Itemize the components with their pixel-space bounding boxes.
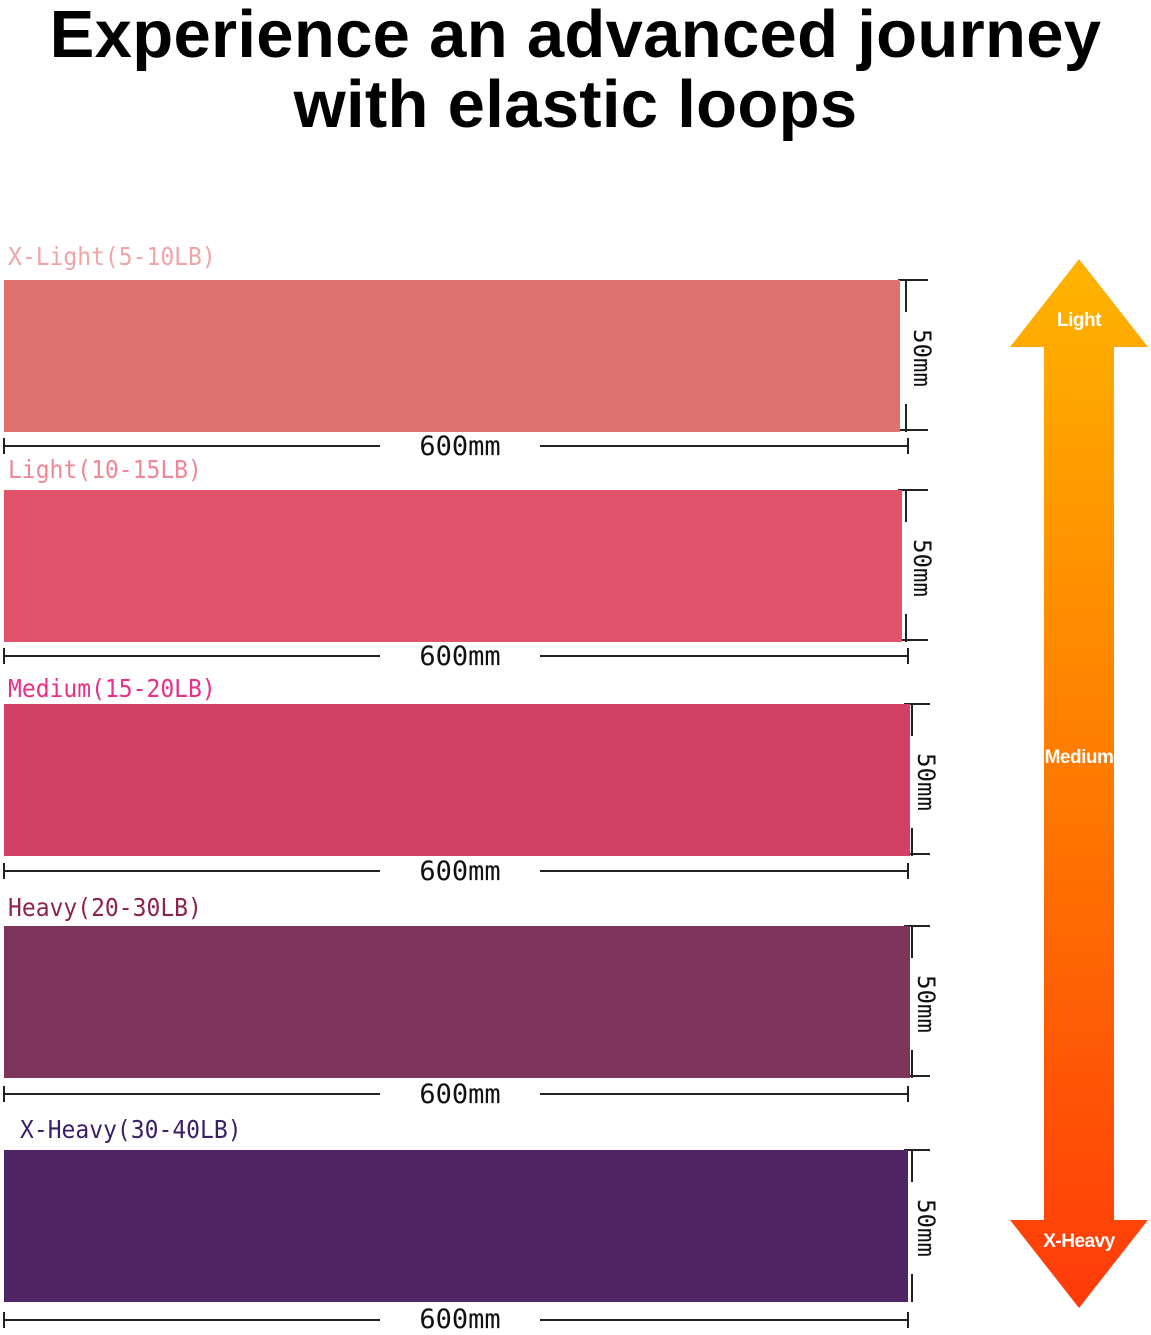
resistance-band-x-heavy <box>4 1150 908 1302</box>
band-label-x-light: X-Light(5-10LB) <box>8 242 216 271</box>
width-label: 50mm <box>908 518 936 618</box>
width-label: 50mm <box>908 308 936 408</box>
weight-scale-arrow <box>1010 259 1148 1308</box>
title-line-1: Experience an advanced journey <box>49 0 1102 72</box>
band-label-medium: Medium(15-20LB) <box>8 674 216 703</box>
length-label: 600mm <box>419 1079 501 1110</box>
band-2-dimensions <box>3 489 928 664</box>
page-title: Experience an advanced journey with elas… <box>0 0 1151 140</box>
scale-label-light: Light <box>1057 310 1101 331</box>
resistance-band-heavy <box>4 926 910 1078</box>
scale-label-x-heavy: X-Heavy <box>1043 1231 1115 1252</box>
band-3-dimensions <box>3 703 930 879</box>
resistance-band-x-light <box>4 280 900 432</box>
band-label-heavy: Heavy(20-30LB) <box>8 893 202 922</box>
width-label: 50mm <box>912 732 940 832</box>
title-line-2: with elastic loops <box>293 67 858 142</box>
length-label: 600mm <box>419 641 501 672</box>
length-label: 600mm <box>419 431 501 462</box>
width-label: 50mm <box>912 1178 940 1278</box>
band-label-x-heavy: X-Heavy(30-40LB) <box>20 1115 242 1144</box>
resistance-band-medium <box>4 704 910 856</box>
band-4-dimensions <box>3 925 930 1102</box>
band-1-dimensions <box>3 279 928 454</box>
width-label: 50mm <box>912 954 940 1054</box>
band-label-light: Light(10-15LB) <box>8 455 202 484</box>
band-5-dimensions <box>3 1149 930 1328</box>
length-label: 600mm <box>419 1304 501 1335</box>
length-label: 600mm <box>419 856 501 887</box>
resistance-band-light <box>4 490 902 642</box>
scale-label-medium: Medium <box>1044 747 1114 768</box>
